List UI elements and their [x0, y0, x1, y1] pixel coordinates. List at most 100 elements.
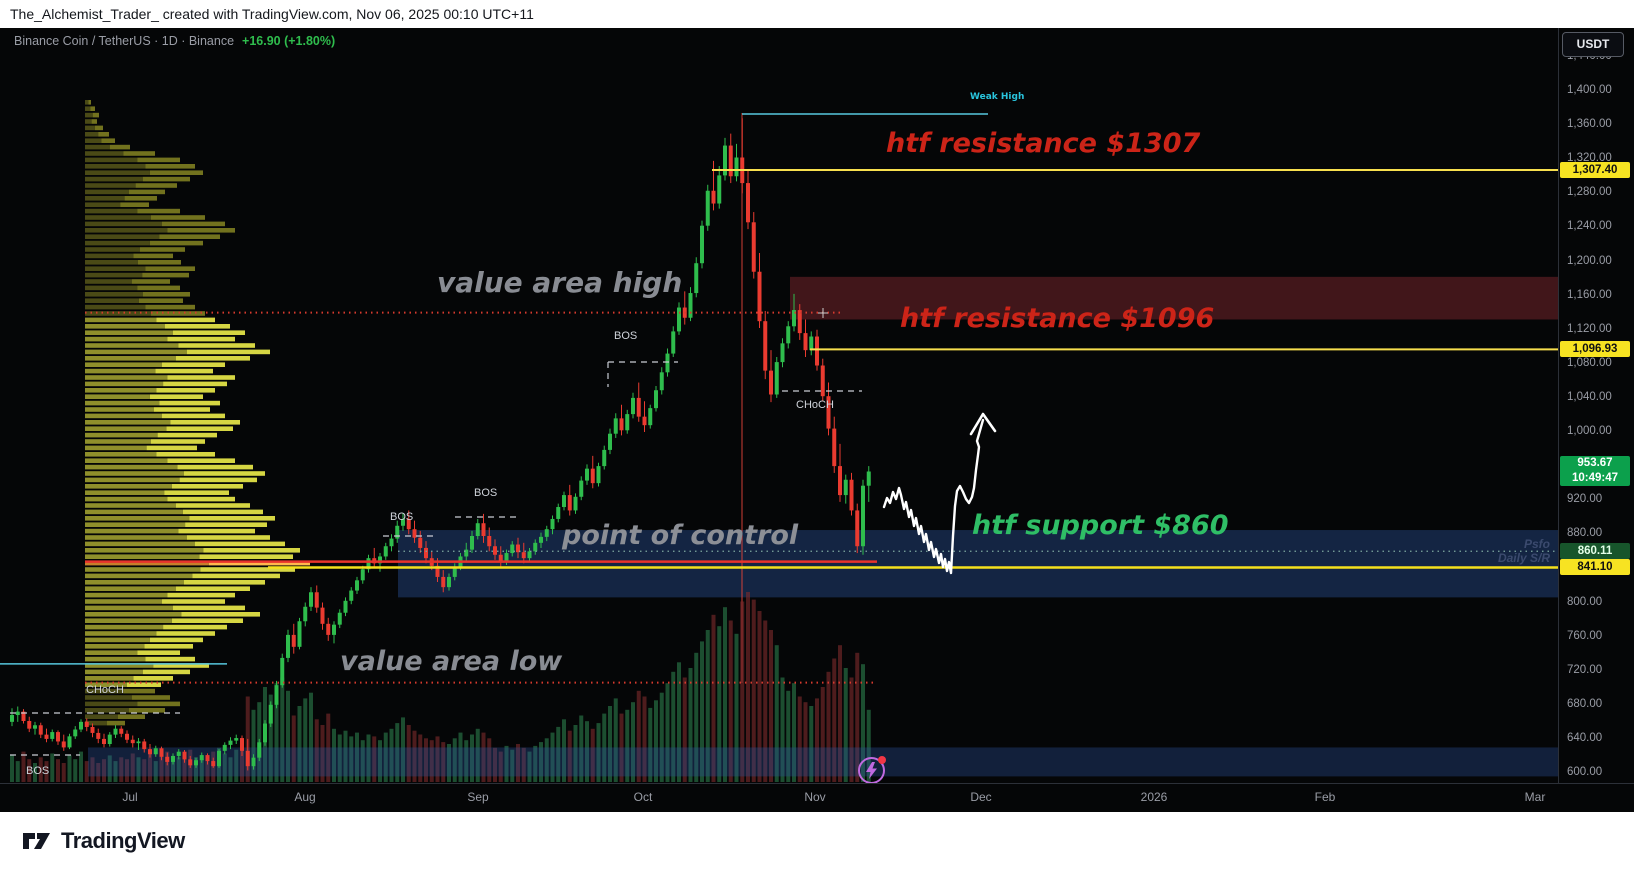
volume-profile-row-tip: [171, 484, 243, 489]
candle-body: [378, 556, 382, 564]
volume-profile-row: [85, 381, 164, 387]
volume-bar: [642, 696, 647, 782]
bos-marker-label[interactable]: BOS: [614, 330, 638, 342]
volume-bar: [711, 614, 716, 782]
volume-profile-row: [85, 586, 176, 591]
volume-bar: [159, 755, 164, 782]
candle-body: [360, 569, 365, 581]
volume-bar: [636, 690, 641, 782]
volume-profile-row-tip: [137, 650, 180, 655]
candle-body: [257, 742, 262, 758]
candle-body: [475, 523, 480, 537]
candle-body: [654, 390, 658, 409]
candle-body: [625, 414, 630, 431]
candle-body: [573, 496, 578, 511]
volume-bar: [429, 740, 434, 782]
volume-profile-row: [85, 644, 145, 649]
volume-bar: [171, 759, 175, 782]
candle-body: [786, 326, 791, 344]
volume-bar: [498, 751, 503, 782]
htf-support-860-label[interactable]: htf support $860: [972, 510, 1229, 541]
volume-profile-row-tip: [159, 400, 220, 406]
volume-profile-row-tip: [153, 407, 210, 412]
volume-profile-row: [85, 695, 132, 700]
candle-body: [228, 740, 233, 745]
weak-high-label[interactable]: Weak High: [970, 92, 1025, 102]
choch-marker-label[interactable]: CHoCH: [796, 399, 834, 411]
volume-bar: [107, 755, 112, 782]
volume-bar: [303, 698, 308, 782]
candle-body: [199, 755, 204, 761]
volume-bar: [142, 759, 147, 782]
bos-marker-label[interactable]: BOS: [474, 487, 498, 499]
currency-toggle-button[interactable]: USDT: [1562, 32, 1624, 57]
tradingview-logo[interactable]: TradingView: [22, 828, 185, 854]
volume-profile-row: [85, 554, 200, 559]
candle-body: [585, 468, 589, 481]
volume-profile-row-tip: [144, 644, 193, 649]
volume-profile-row-tip: [145, 656, 195, 662]
lightning-bolt-icon: [866, 762, 877, 779]
candle-body: [153, 748, 158, 755]
value-area-low-label[interactable]: value area low: [340, 646, 563, 677]
volume-profile-row: [85, 669, 143, 675]
flash-icon[interactable]: [858, 756, 886, 784]
symbol-legend[interactable]: Binance Coin / TetherUS · 1D · Binance +1…: [14, 34, 335, 48]
candle-body: [130, 739, 135, 744]
candle-body: [182, 751, 187, 760]
price-tick: 1,160.00: [1567, 288, 1612, 301]
candle-body: [803, 333, 808, 351]
volume-bar: [843, 668, 848, 782]
price-chart[interactable]: [0, 28, 1634, 813]
chart-canvas[interactable]: [0, 28, 1634, 783]
bos-marker-label[interactable]: BOS: [26, 765, 50, 777]
volume-profile-row: [85, 176, 143, 182]
volume-bar: [659, 692, 664, 782]
volume-profile-row: [85, 432, 158, 438]
htf-resistance-1307-label[interactable]: htf resistance $1307: [886, 128, 1201, 159]
candle-body: [309, 592, 313, 607]
volume-bar: [631, 702, 635, 782]
candle-body: [521, 552, 526, 559]
volume-profile-row: [85, 445, 147, 451]
volume-profile-row: [85, 228, 168, 233]
psfo-label[interactable]: Psfo: [1523, 537, 1550, 551]
point-of-control-label[interactable]: point of control: [562, 520, 799, 551]
volume-profile-row: [85, 535, 187, 540]
candle-body: [194, 760, 198, 766]
volume-profile-row-tip: [126, 682, 161, 687]
time-axis-label: Aug: [294, 790, 316, 804]
volume-bar: [297, 706, 302, 782]
volume-profile-row: [85, 656, 146, 662]
candle-body: [510, 544, 515, 554]
candle-body: [165, 756, 170, 762]
volume-bar: [573, 725, 578, 782]
choch-marker-label[interactable]: CHoCH: [86, 684, 124, 696]
volume-profile-row: [85, 650, 138, 655]
volume-profile-row-tip: [109, 144, 130, 150]
volume-bar: [820, 687, 825, 782]
volume-profile-row: [85, 528, 179, 534]
daily-sr-label[interactable]: Daily S/R: [1497, 551, 1550, 565]
htf-resistance-1096-label[interactable]: htf resistance $1096: [900, 303, 1215, 334]
volume-bar: [309, 692, 313, 782]
volume-bar: [533, 745, 538, 782]
attribution-bar: The_Alchemist_Trader_ created with Tradi…: [0, 0, 1634, 28]
candle-body: [832, 428, 837, 467]
candle-body: [751, 222, 756, 272]
volume-profile-row-tip: [162, 362, 225, 367]
candle-body: [286, 634, 290, 658]
volume-bar: [15, 761, 20, 782]
volume-bar: [487, 738, 492, 782]
value-area-high-label[interactable]: value area high: [437, 266, 683, 299]
price-scale[interactable]: 1,440.001,400.001,360.001,320.001,280.00…: [1558, 28, 1634, 783]
bos-marker-label[interactable]: BOS: [390, 511, 414, 523]
volume-profile-row: [85, 388, 157, 393]
time-axis[interactable]: Jul Aug Sep Oct Nov Dec 2026 Feb Mar: [0, 783, 1634, 813]
price-tick: 880.00: [1567, 527, 1603, 540]
volume-profile-row-tip: [189, 516, 275, 521]
volume-profile-row-tip: [182, 509, 263, 515]
volume-bar: [849, 677, 854, 782]
volume-profile-row: [85, 240, 150, 246]
